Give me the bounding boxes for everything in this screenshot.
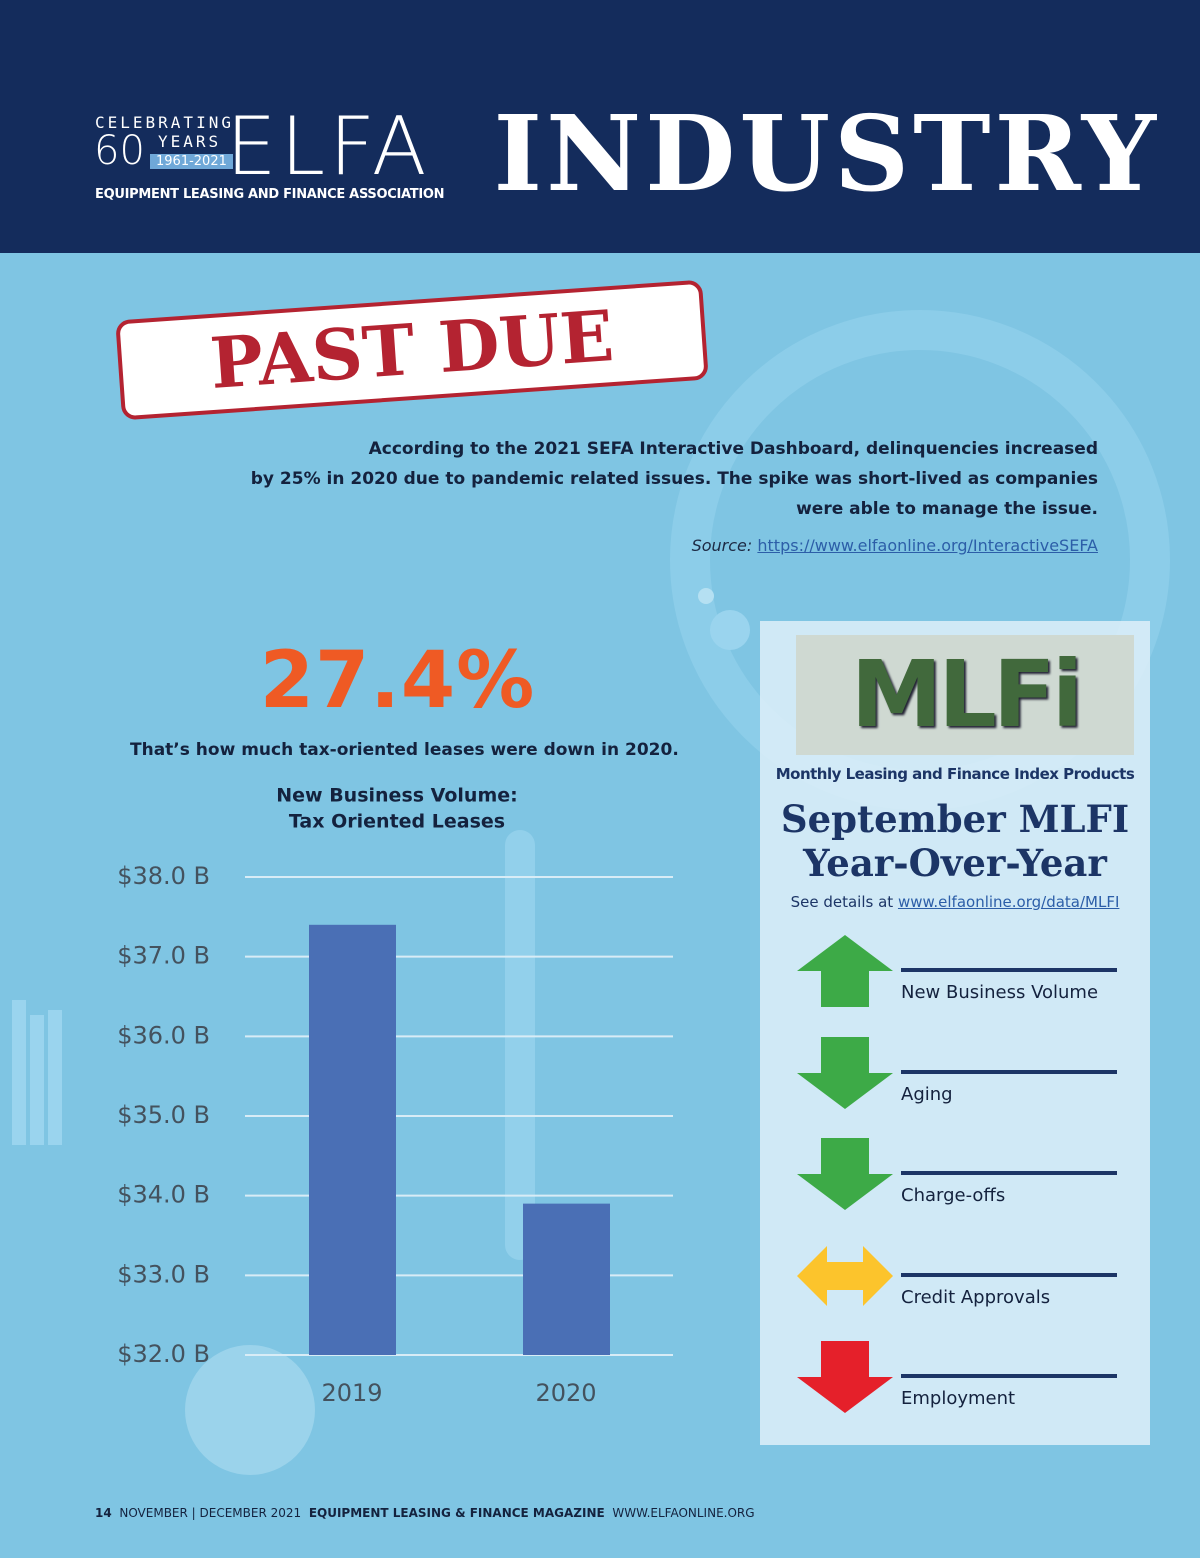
item-rule	[901, 1272, 1117, 1277]
header: CELEBRATING 60 YEARS 1961-2021 ELFA EQUI…	[0, 0, 1200, 253]
y-tick-label: $34.0 B	[117, 1181, 210, 1209]
intro-line: According to the 2021 SEFA Interactive D…	[368, 439, 1098, 459]
footer-magazine: EQUIPMENT LEASING & FINANCE MAGAZINE	[308, 1506, 605, 1520]
section-title: INDUSTRY	[493, 92, 1160, 215]
intro-line: by 25% in 2020 due to pandemic related i…	[250, 469, 1098, 489]
source-label: Source:	[691, 536, 753, 555]
mlfi-arrow	[797, 1036, 893, 1109]
mlfi-item: Credit Approvals	[760, 1240, 1150, 1320]
x-tick-label: 2019	[321, 1379, 382, 1407]
mlfi-logo: MLFi	[850, 641, 1084, 748]
footer-issue: NOVEMBER | DECEMBER 2021	[119, 1506, 302, 1520]
item-label: Aging	[901, 1083, 953, 1105]
mlfi-arrow	[797, 1341, 893, 1413]
mlfi-details-label: See details at	[790, 893, 894, 911]
footer-page: 14	[95, 1506, 112, 1520]
source: Source: https://www.elfaonline.org/Inter…	[692, 536, 1098, 555]
x-tick-label: 2020	[535, 1379, 596, 1407]
mlfi-item: Aging	[760, 1036, 1150, 1117]
logo-name: ELFA	[226, 100, 431, 193]
logo-celebrating: CELEBRATING	[95, 113, 234, 132]
logo-full-name: EQUIPMENT LEASING AND FINANCE ASSOCIATIO…	[95, 187, 445, 202]
intro-line: were able to manage the issue.	[796, 499, 1098, 519]
mlfi-title-line: Year-Over-Year	[803, 841, 1107, 885]
logo-span: 1961-2021	[150, 154, 233, 169]
mlfi-arrow	[797, 1245, 893, 1306]
mlfi-arrow	[797, 1138, 893, 1210]
footer-site: WWW.ELFAONLINE.ORG	[612, 1506, 755, 1520]
arrow-shape	[797, 1138, 893, 1210]
arrow-shape	[797, 935, 893, 1007]
arrow-shape	[797, 1341, 893, 1413]
footer: 14 NOVEMBER | DECEMBER 2021 EQUIPMENT LE…	[95, 1506, 755, 1520]
item-label: New Business Volume	[901, 982, 1099, 1003]
stat-caption: That’s how much tax-oriented leases were…	[130, 740, 679, 760]
intro: According to the 2021 SEFA Interactive D…	[251, 434, 1098, 524]
y-tick-label: $32.0 B	[117, 1340, 210, 1368]
mlfi-title-line: September MLFI	[780, 797, 1130, 841]
mlfi-item: New Business Volume	[760, 935, 1150, 1015]
stat-value: 27.4%	[259, 636, 536, 726]
mlfi-logo-caption: Monthly Leasing and Finance Index Produc…	[775, 765, 1135, 783]
source-link[interactable]: https://www.elfaonline.org/InteractiveSE…	[757, 536, 1098, 555]
item-rule	[901, 1171, 1117, 1175]
chart-title: New Business Volume:	[276, 785, 517, 807]
y-tick-label: $36.0 B	[117, 1021, 210, 1049]
item-rule	[901, 1069, 1117, 1074]
bar	[309, 924, 396, 1355]
item-rule	[901, 1374, 1117, 1378]
bar	[523, 1203, 610, 1355]
arrow-shape	[797, 1036, 893, 1109]
arrow-shape	[797, 1245, 893, 1306]
y-tick-label: $37.0 B	[117, 942, 210, 970]
mlfi-item: Charge-offs	[760, 1138, 1150, 1218]
mlfi-details: See details at www.elfaonline.org/data/M…	[760, 893, 1150, 911]
logo-sixty: 60	[94, 128, 145, 174]
mlfi-arrow	[797, 935, 893, 1007]
chart-subtitle: Tax Oriented Leases	[289, 811, 505, 833]
mlfi-logo-box: MLFi	[796, 635, 1134, 755]
y-tick-label: $35.0 B	[117, 1101, 210, 1129]
item-label: Credit Approvals	[901, 1286, 1051, 1308]
mlfi-details-link[interactable]: www.elfaonline.org/data/MLFI	[897, 893, 1120, 911]
logo-years: YEARS	[158, 132, 222, 151]
y-tick-label: $33.0 B	[117, 1260, 210, 1288]
item-rule	[901, 968, 1117, 972]
y-tick-label: $38.0 B	[117, 862, 210, 890]
mlfi-item: Employment	[760, 1341, 1150, 1421]
item-label: Employment	[901, 1388, 1016, 1409]
mlfi-panel: MLFi Monthly Leasing and Finance Index P…	[760, 621, 1150, 1445]
mlfi-title: September MLFI Year-Over-Year	[760, 797, 1150, 885]
chart: New Business Volume: Tax Oriented Leases…	[117, 785, 673, 1407]
item-label: Charge-offs	[901, 1185, 1006, 1206]
